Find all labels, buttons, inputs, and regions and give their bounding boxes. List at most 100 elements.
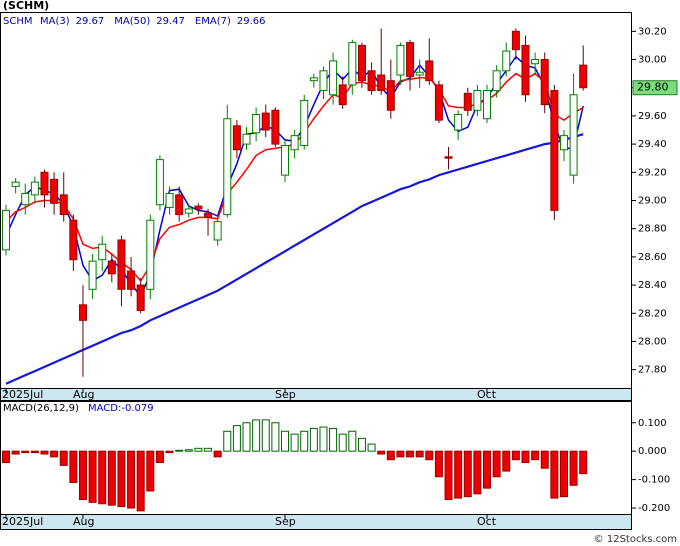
macd-bar bbox=[386, 450, 395, 461]
macd-bar bbox=[415, 450, 424, 458]
macd-bar bbox=[290, 433, 299, 452]
candle-body bbox=[204, 212, 213, 218]
candle-body bbox=[30, 181, 39, 196]
macd-bar bbox=[50, 450, 59, 458]
candle-body bbox=[338, 84, 347, 106]
candle-body bbox=[69, 219, 78, 261]
candle-body bbox=[78, 304, 87, 321]
candle-body bbox=[136, 284, 145, 311]
macd-bar bbox=[242, 422, 251, 452]
macd-bar bbox=[406, 450, 415, 458]
macd-bar bbox=[271, 422, 280, 452]
time-band bbox=[0, 514, 632, 530]
macd-bar bbox=[184, 449, 193, 452]
candle-body bbox=[550, 90, 559, 211]
macd-bar bbox=[357, 437, 366, 452]
candle-body bbox=[425, 60, 434, 82]
y-tick-label: 29.00 bbox=[638, 196, 667, 207]
candle-body bbox=[434, 84, 443, 121]
macd-bar bbox=[204, 447, 213, 452]
candle-body bbox=[88, 260, 97, 290]
macd-bar bbox=[223, 430, 232, 452]
candle-body bbox=[406, 42, 415, 77]
macd-bar bbox=[155, 450, 164, 464]
macd-bar bbox=[78, 450, 87, 501]
time-band bbox=[0, 388, 632, 401]
macd-value: MACD:-0.079 bbox=[88, 403, 154, 414]
candle-body bbox=[319, 70, 328, 92]
macd-bar bbox=[367, 443, 376, 452]
candle-body bbox=[271, 109, 280, 145]
y-tick-label: 28.00 bbox=[638, 336, 667, 347]
candle-body bbox=[386, 80, 395, 111]
macd-bar bbox=[492, 450, 501, 478]
macd-bar bbox=[483, 450, 492, 489]
candle-body bbox=[50, 178, 59, 204]
macd-bar bbox=[569, 450, 578, 486]
y-tick-label: -0.100 bbox=[638, 475, 670, 486]
macd-bar bbox=[444, 450, 453, 501]
candle-body bbox=[165, 192, 174, 209]
macd-bar bbox=[338, 433, 347, 452]
candle-body bbox=[223, 118, 232, 216]
macd-bar bbox=[11, 450, 20, 455]
candle-body bbox=[232, 125, 241, 151]
indicator-line bbox=[5, 133, 584, 385]
macd-bar bbox=[59, 450, 68, 466]
macd-bar bbox=[454, 450, 463, 499]
macd-bar bbox=[434, 450, 443, 478]
legend-name: MA(50) bbox=[114, 16, 150, 27]
y-tick-label: -0.200 bbox=[638, 503, 670, 514]
candle-body bbox=[59, 194, 68, 216]
macd-bar bbox=[396, 450, 405, 458]
price-tag bbox=[632, 80, 678, 96]
macd-bar bbox=[377, 450, 386, 455]
candle-body bbox=[117, 239, 126, 290]
macd-bar bbox=[88, 450, 97, 503]
candle-body bbox=[175, 194, 184, 216]
macd-bar bbox=[521, 450, 530, 464]
y-tick-label: 29.20 bbox=[638, 167, 667, 178]
candle-body bbox=[521, 44, 530, 96]
y-tick-label: 28.20 bbox=[638, 308, 667, 319]
footer: © 12Stocks.com bbox=[594, 534, 677, 545]
y-tick-label: 30.20 bbox=[638, 26, 667, 37]
y-tick-label: 28.40 bbox=[638, 280, 667, 291]
candle-body bbox=[540, 59, 549, 106]
candle-body bbox=[155, 159, 164, 206]
candle-body bbox=[531, 59, 540, 65]
macd-bar bbox=[329, 427, 338, 452]
macd-bar bbox=[69, 450, 78, 483]
macd-bar bbox=[502, 450, 511, 472]
macd-bar bbox=[40, 450, 49, 455]
macd-bar bbox=[579, 450, 588, 475]
macd-bar bbox=[175, 449, 184, 452]
macd-bar bbox=[213, 450, 222, 458]
candle-body bbox=[579, 64, 588, 89]
candle-body bbox=[415, 71, 424, 76]
legend-name: MA(3) bbox=[40, 16, 70, 27]
candle-body bbox=[444, 156, 453, 159]
macd-bar bbox=[127, 450, 136, 509]
y-tick-label: 28.60 bbox=[638, 252, 667, 263]
y-tick-label: 29.60 bbox=[638, 111, 667, 122]
macd-bar bbox=[550, 450, 559, 499]
candle-body bbox=[348, 42, 357, 86]
price-tag-label: 29.80 bbox=[637, 81, 669, 94]
candle-body bbox=[290, 135, 299, 151]
y-tick-label: 30.00 bbox=[638, 55, 667, 66]
macd-bar bbox=[21, 450, 30, 454]
macd-bar bbox=[348, 430, 357, 452]
macd-bar bbox=[319, 426, 328, 452]
candle-body bbox=[252, 114, 261, 134]
x-tick-label: Oct bbox=[477, 515, 497, 528]
x-tick-label: 2025Jul bbox=[2, 515, 43, 528]
candle-body bbox=[492, 70, 501, 92]
macd-bar bbox=[136, 450, 145, 512]
macd-bar bbox=[300, 430, 309, 452]
candle-body bbox=[367, 70, 376, 92]
candle-body bbox=[329, 60, 338, 96]
candle-body bbox=[309, 77, 318, 82]
candle-body bbox=[40, 171, 49, 196]
legend-value: 29.47 bbox=[156, 16, 185, 27]
